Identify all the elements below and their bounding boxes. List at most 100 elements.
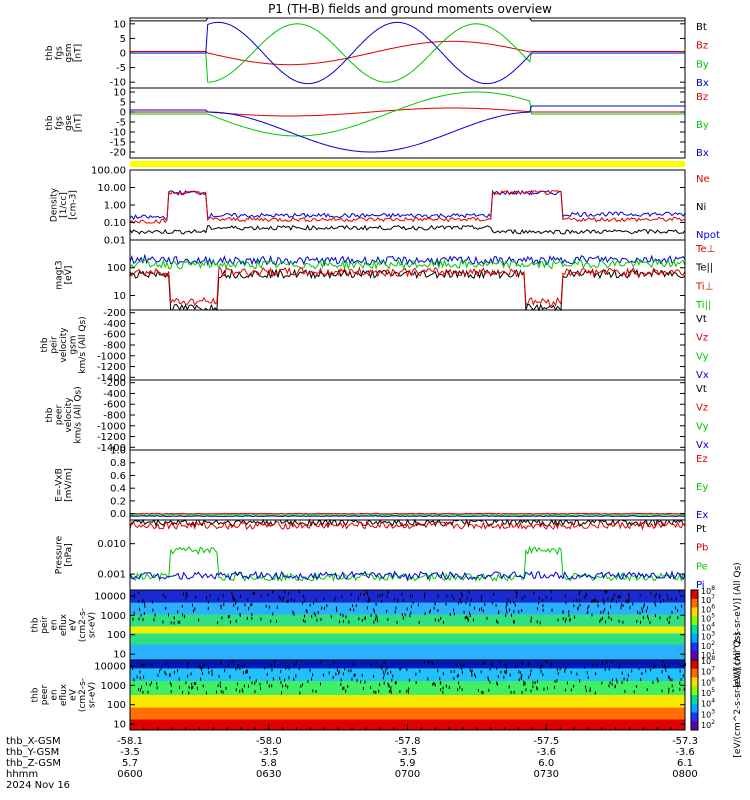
spectrogram-pixel	[521, 596, 523, 600]
spectrogram-pixel	[199, 665, 201, 669]
spectrogram-pixel	[237, 682, 239, 686]
spectrogram-pixel	[340, 613, 342, 617]
spectrogram-pixel	[556, 679, 558, 683]
panel-temperature: 100 10 magt3 [eV] Te⊥ Te|| Ti⊥ Ti||	[54, 239, 715, 312]
spectrogram-pixel	[173, 621, 175, 625]
series-line-green	[129, 545, 686, 583]
spectrogram-pixel	[440, 616, 442, 620]
spectrogram-pixel	[250, 603, 252, 607]
spectrogram-pixel	[338, 670, 340, 674]
spectrogram-pixel	[188, 685, 190, 689]
y-axis-label: gsm	[69, 335, 79, 354]
spectrogram-pixel	[284, 678, 286, 682]
spectrogram-pixel	[249, 676, 251, 680]
spectrogram-pixel	[302, 683, 304, 687]
spectrogram-pixel	[480, 595, 482, 599]
spectrogram-pixel	[136, 675, 138, 679]
spectrogram-pixel	[626, 678, 628, 682]
spectrogram-pixel	[506, 602, 508, 606]
spectrogram-pixel	[165, 662, 167, 666]
colorbar-segment	[691, 616, 698, 626]
spectrogram-pixel	[251, 612, 253, 616]
spectrogram-pixel	[497, 620, 499, 624]
spectrogram-pixel	[164, 670, 166, 674]
spectrogram-pixel	[400, 667, 402, 671]
spectrogram-pixel	[533, 591, 535, 595]
spectrogram-pixel	[406, 668, 408, 672]
spectrogram-pixel	[138, 617, 140, 621]
quality-flag-bar	[130, 161, 685, 167]
spectrogram-pixel	[482, 691, 484, 695]
spectrogram-pixel	[165, 595, 167, 599]
spectrogram-pixel	[554, 679, 556, 683]
spectrogram-pixel	[169, 681, 171, 685]
spectrogram-pixel	[482, 661, 484, 665]
spectrogram-pixel	[245, 669, 247, 673]
spectrogram-pixel	[239, 666, 241, 670]
spectrogram-pixel	[564, 594, 566, 598]
spectrogram-pixel	[207, 600, 209, 604]
spectrogram-pixel	[386, 609, 388, 613]
spectrogram-pixel	[306, 610, 308, 614]
spectrogram-pixel	[506, 669, 508, 673]
colorbar-frame	[690, 659, 699, 731]
colorbar-segment	[691, 686, 698, 696]
time-axis-value: 6.1	[677, 758, 693, 769]
spectrogram-pixel	[271, 684, 273, 688]
spectrogram-pixel	[622, 620, 624, 624]
spectrogram-pixel	[601, 681, 603, 685]
spectrogram-pixel	[604, 668, 606, 672]
spectrogram-pixel	[464, 616, 466, 620]
spectrogram-pixel	[606, 660, 608, 664]
spectrogram-pixel	[365, 590, 367, 594]
spectrogram-pixel	[521, 609, 523, 613]
spectrogram-pixel	[619, 594, 621, 598]
spectrogram-pixel	[633, 690, 635, 694]
spectrogram-pixel	[287, 599, 289, 603]
spectrogram-pixel	[595, 672, 597, 676]
spectrogram-pixel	[535, 686, 537, 690]
spectrogram-pixel	[468, 590, 470, 594]
spectrogram-pixel	[474, 672, 476, 676]
spectrogram-pixel	[374, 610, 376, 614]
spectrogram-pixel	[542, 604, 544, 608]
spectrogram-pixel	[457, 601, 459, 605]
spectrogram-pixel	[241, 665, 243, 669]
spectrogram-pixel	[378, 689, 380, 693]
y-tick-label: -1200	[97, 362, 126, 373]
spectrogram-pixel	[592, 599, 594, 603]
spectrogram-pixel	[591, 599, 593, 603]
y-tick-label: -1200	[97, 432, 126, 443]
spectrogram-pixel	[387, 682, 389, 686]
spectrogram-pixel	[360, 680, 362, 684]
spectrogram-pixel	[463, 610, 465, 614]
spectrogram-pixel	[304, 614, 306, 618]
spectrogram-pixel	[663, 663, 665, 667]
spectrogram-pixel	[508, 608, 510, 612]
y-tick-label: 100	[107, 700, 126, 711]
series-line-red	[129, 520, 686, 531]
spectrogram-pixel	[145, 682, 147, 686]
time-axis-value: 0630	[256, 769, 281, 780]
spectrogram-pixel	[477, 688, 479, 692]
spectrogram-pixel	[373, 690, 375, 694]
spectrogram-pixel	[179, 620, 181, 624]
spectrogram-pixel	[207, 666, 209, 670]
spectrogram-pixel	[562, 617, 564, 621]
spectrogram-pixel	[652, 680, 654, 684]
series-line-green	[129, 514, 686, 516]
spectrogram-pixel	[251, 681, 253, 685]
spectrogram-pixel	[515, 590, 517, 594]
legend-entry: Te||	[695, 263, 713, 274]
spectrogram-pixel	[605, 620, 607, 624]
spectrogram-pixel	[132, 617, 134, 621]
spectrogram-pixel	[518, 610, 520, 614]
spectrogram-pixel	[307, 680, 309, 684]
spectrogram-pixel	[360, 592, 362, 596]
spectrogram-pixel	[474, 606, 476, 610]
y-tick-label: 0.10	[104, 218, 126, 229]
spectrogram-pixel	[442, 690, 444, 694]
spectrogram-pixel	[671, 597, 673, 601]
spectrogram-pixel	[546, 686, 548, 690]
